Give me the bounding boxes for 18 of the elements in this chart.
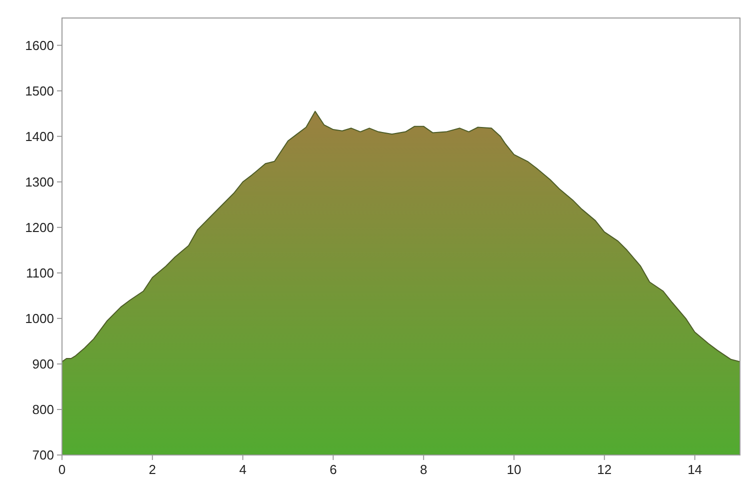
x-tick-label: 2 xyxy=(148,462,156,477)
y-tick-label: 1400 xyxy=(25,128,54,144)
x-tick-label: 14 xyxy=(688,462,702,477)
y-tick-label: 800 xyxy=(32,402,54,418)
y-tick-label: 1000 xyxy=(25,310,54,326)
y-tick-label: 1200 xyxy=(25,220,54,235)
y-tick-label: 1100 xyxy=(26,265,54,280)
y-tick-label: 1300 xyxy=(25,174,54,190)
x-tick-label: 6 xyxy=(330,462,337,477)
x-tick-label: 12 xyxy=(597,462,612,477)
y-tick-label: 1600 xyxy=(25,38,54,53)
y-tick-label: 900 xyxy=(32,356,54,372)
y-tick-label: 700 xyxy=(32,448,54,463)
x-tick-label: 4 xyxy=(239,462,246,477)
x-tick-label: 8 xyxy=(420,462,428,477)
y-tick-label: 1500 xyxy=(25,83,54,98)
x-tick-label: 0 xyxy=(58,462,66,477)
x-tick-label: 10 xyxy=(506,462,522,477)
